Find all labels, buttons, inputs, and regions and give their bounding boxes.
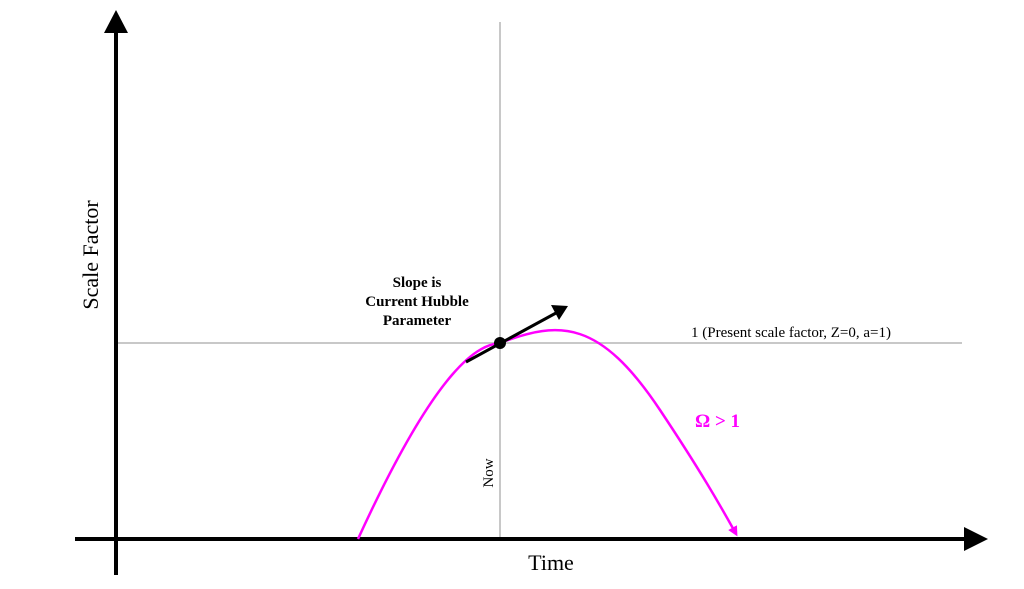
- slope-note-line-3: Parameter: [383, 313, 452, 329]
- omega-label: Ω > 1: [695, 411, 740, 432]
- present-scale-factor-label: 1 (Present scale factor, Z=0, a=1): [691, 325, 891, 341]
- omega-greater-than-one-curve: [356, 328, 738, 540]
- slope-note-line-1: Slope is: [393, 275, 442, 291]
- present-point: [494, 337, 506, 349]
- slope-arrowhead: [551, 305, 568, 320]
- slope-tangent-arrow: [465, 311, 557, 364]
- x-axis-arrowhead: [964, 527, 988, 551]
- x-axis-label: Time: [528, 550, 574, 575]
- y-axis-arrowhead: [104, 10, 128, 33]
- y-axis-label: Scale Factor: [78, 200, 103, 310]
- slope-note-line-2: Current Hubble: [365, 294, 469, 310]
- now-label: Now: [481, 458, 497, 487]
